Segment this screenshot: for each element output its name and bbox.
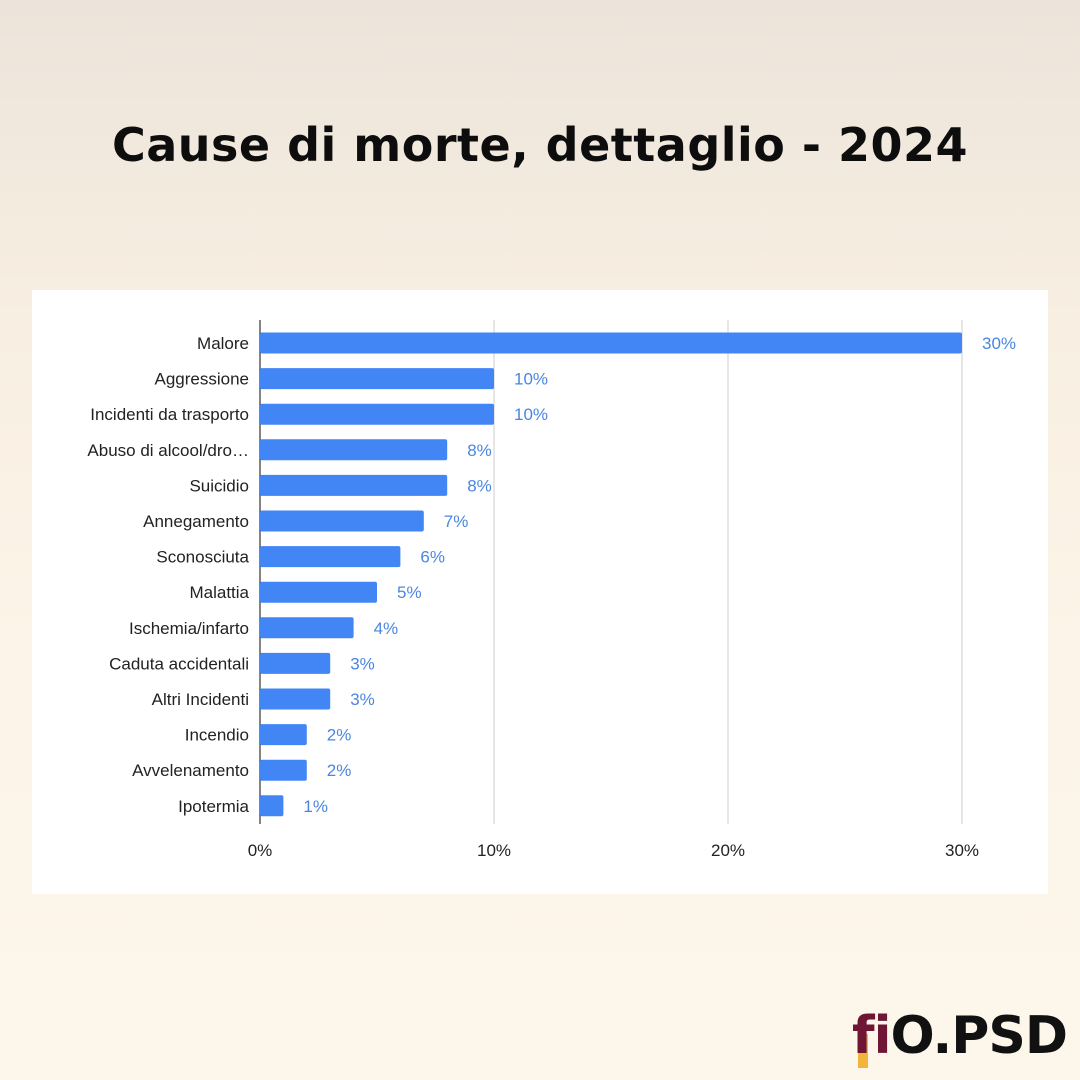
- bar: [260, 724, 307, 746]
- grid-layer: [259, 320, 963, 824]
- value-label: 7%: [444, 512, 469, 531]
- logo-accent-bar: [858, 1034, 868, 1068]
- value-label: 10%: [514, 370, 548, 389]
- category-label: Abuso di alcool/dro…: [87, 441, 249, 460]
- bar-chart: 0% 10% 20% 30% Malore 30% Aggressione 10% Incide…: [87, 320, 1016, 860]
- page-title: Cause di morte, dettaglio - 2024: [111, 118, 969, 172]
- bar: [260, 474, 448, 496]
- value-label: 5%: [397, 583, 422, 602]
- category-label: Altri Incidenti: [152, 690, 249, 709]
- category-label: Ipotermia: [178, 797, 249, 816]
- value-label: 1%: [303, 797, 328, 816]
- value-label: 3%: [350, 690, 375, 709]
- category-label: Incendio: [185, 726, 249, 745]
- chart-card: 0% 10% 20% 30% Malore 30% Aggressione 10% Incide…: [32, 290, 1048, 894]
- bar: [260, 617, 354, 639]
- x-tick-label: 10%: [477, 841, 511, 860]
- category-label: Sconosciuta: [156, 548, 249, 567]
- value-label: 2%: [327, 761, 352, 780]
- bar: [260, 652, 331, 674]
- category-label: Aggressione: [154, 370, 249, 389]
- x-tick-label: 20%: [711, 841, 745, 860]
- bar: [260, 510, 424, 532]
- category-label: Avvelenamento: [132, 761, 249, 780]
- value-label: 4%: [374, 619, 399, 638]
- logo-text: fiO.PSD: [852, 1000, 1068, 1072]
- fio-psd-logo: fiO.PSD: [852, 1000, 1068, 1072]
- bar: [260, 439, 448, 461]
- category-label: Malattia: [189, 583, 249, 602]
- value-label: 2%: [327, 726, 352, 745]
- category-label: Annegamento: [143, 512, 249, 531]
- category-label: Caduta accidentali: [109, 654, 249, 673]
- value-label: 30%: [982, 334, 1016, 353]
- value-label: 6%: [420, 548, 445, 567]
- bar-layer: [260, 332, 962, 817]
- x-tick-label: 0%: [248, 841, 273, 860]
- bar: [260, 546, 401, 568]
- category-label: Incidenti da trasporto: [90, 405, 249, 424]
- value-label: 8%: [467, 476, 492, 495]
- label-layer: 0% 10% 20% 30% Malore 30% Aggressione 10% Incide…: [87, 334, 1016, 860]
- value-label: 8%: [467, 441, 492, 460]
- bar: [260, 795, 284, 817]
- bar: [260, 368, 494, 390]
- value-label: 10%: [514, 405, 548, 424]
- category-label: Malore: [197, 334, 249, 353]
- bar: [260, 759, 307, 781]
- bar: [260, 332, 962, 354]
- category-label: Suicidio: [189, 476, 249, 495]
- category-label: Ischemia/infarto: [129, 619, 249, 638]
- logo-rest: O.PSD: [890, 1006, 1068, 1066]
- bar: [260, 688, 331, 710]
- value-label: 3%: [350, 654, 375, 673]
- bar: [260, 581, 377, 603]
- x-tick-label: 30%: [945, 841, 979, 860]
- logo-fi: fi: [852, 1006, 891, 1066]
- bar: [260, 403, 494, 425]
